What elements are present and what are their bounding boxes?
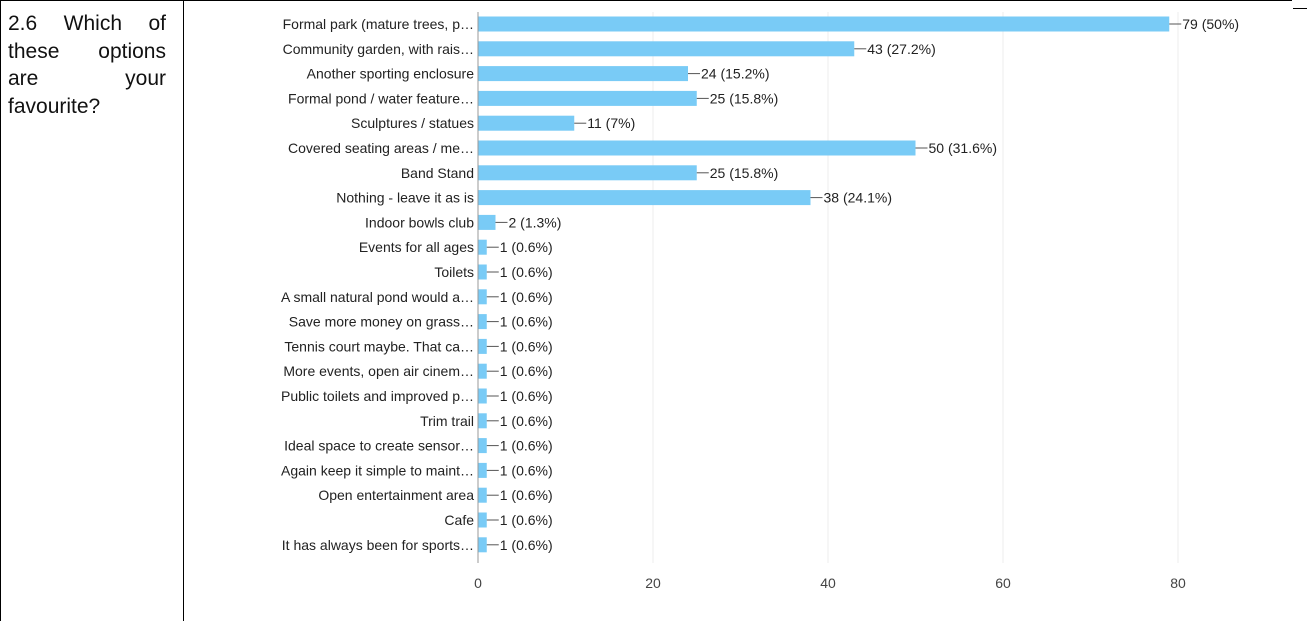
bar [478,16,1170,32]
bar [478,438,487,454]
value-label: 79 (50%) [1182,16,1239,32]
table-left-border [0,0,1,621]
category-label: Formal pond / water feature… [288,90,474,106]
bar-chart: Formal park (mature trees, p… 79 (50%) Com… [281,12,1239,591]
table-top-border [0,0,1292,1]
bar [478,239,487,255]
category-label: Save more money on grass… [289,314,474,330]
category-label: Community garden, with rais… [283,41,474,57]
bar [478,462,487,478]
category-label: Again keep it simple to maint… [281,462,474,478]
value-label: 25 (15.8%) [710,90,778,106]
x-tick-label: 80 [1170,575,1186,591]
x-tick-label: 60 [995,575,1011,591]
bar [478,214,496,230]
category-label: Open entertainment area [318,487,474,503]
bar [478,537,487,553]
value-label: 1 (0.6%) [500,314,553,330]
value-label: 1 (0.6%) [500,487,553,503]
value-label: 24 (15.2%) [701,66,769,82]
value-label: 1 (0.6%) [500,264,553,280]
value-label: 25 (15.8%) [710,165,778,181]
bar [478,90,697,106]
value-label: 43 (27.2%) [867,41,935,57]
category-label: More events, open air cinem… [283,363,474,379]
value-label: 1 (0.6%) [500,537,553,553]
category-label: Toilets [434,264,474,280]
value-label: 1 (0.6%) [500,338,553,354]
x-tick-label: 40 [820,575,836,591]
bar [478,115,575,131]
value-label: 1 (0.6%) [500,462,553,478]
category-label: Ideal space to create sensor… [284,438,474,454]
category-label: Cafe [444,512,474,528]
bar [478,165,697,181]
value-label: 11 (7%) [587,115,635,131]
value-label: 1 (0.6%) [500,512,553,528]
category-label: Covered seating areas / me… [288,140,474,156]
bar [478,338,487,354]
bar [478,413,487,429]
category-label: Tennis court maybe. That ca… [284,338,474,354]
question-text: 2.6 Which of these options are your favo… [8,12,166,118]
value-label: 2 (1.3%) [509,214,562,230]
bar [478,190,811,206]
value-label: 1 (0.6%) [500,363,553,379]
category-label: A small natural pond would a… [281,289,474,305]
category-label: Band Stand [401,165,474,181]
category-label: Events for all ages [359,239,474,255]
x-tick-label: 20 [645,575,661,591]
value-label: 1 (0.6%) [500,413,553,429]
value-label: 1 (0.6%) [500,388,553,404]
bar [478,512,487,528]
bar [478,289,487,305]
bar [478,41,855,57]
category-label: It has always been for sports… [282,537,474,553]
value-label: 1 (0.6%) [500,438,553,454]
category-label: Indoor bowls club [365,214,474,230]
bar [478,314,487,330]
category-label: Another sporting enclosure [307,66,475,82]
value-label: 50 (31.6%) [929,140,997,156]
category-label: Formal park (mature trees, p… [283,16,474,32]
table-column-divider [183,0,184,621]
bar [478,363,487,379]
value-label: 38 (24.1%) [824,190,892,206]
bar [478,140,916,156]
bar [478,66,688,82]
table-corner-border [1293,8,1307,9]
value-label: 1 (0.6%) [500,289,553,305]
bar [478,388,487,404]
value-label: 1 (0.6%) [500,239,553,255]
category-label: Nothing - leave it as is [336,190,474,206]
category-label: Public toilets and improved p… [281,388,474,404]
bar [478,487,487,503]
x-tick-label: 0 [474,575,482,591]
category-label: Trim trail [420,413,474,429]
category-label: Sculptures / statues [351,115,474,131]
bar [478,264,487,280]
